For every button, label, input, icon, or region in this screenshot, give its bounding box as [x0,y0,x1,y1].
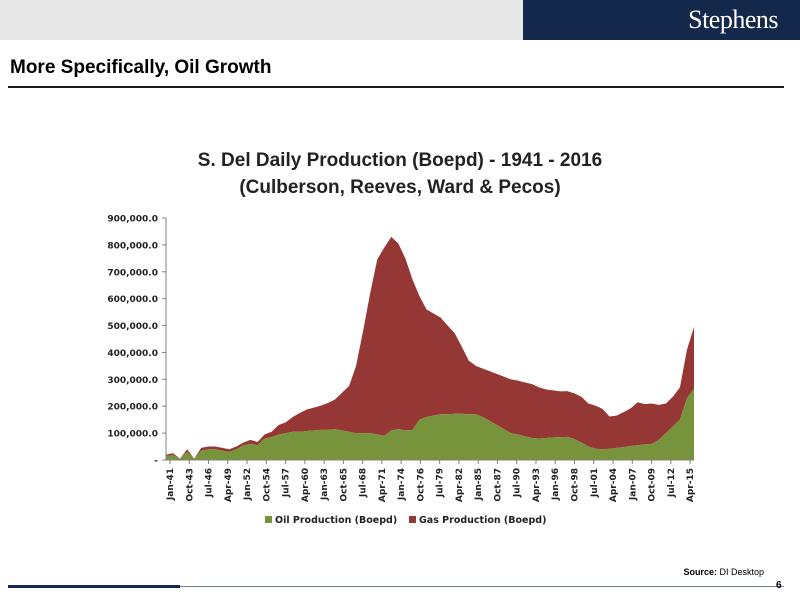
x-tick-label: Apr-04 [609,468,619,502]
x-tick-label: Oct-54 [262,468,272,502]
x-tick-label: Jan-96 [551,468,561,501]
x-tick-label: Jul-68 [359,468,369,498]
x-tick-label: Oct-09 [648,468,658,502]
x-tick-label: Jul-57 [282,468,292,498]
x-tick-label: Jan-74 [397,468,407,501]
x-tick-label: Oct-65 [339,468,349,502]
y-tick-label: 300,000.0 [107,376,158,386]
y-tick-label: 700,000.0 [107,268,158,278]
source-label: Source: [683,567,717,577]
x-tick-label: Jan-41 [166,468,176,501]
y-tick-label: 500,000.0 [107,322,158,332]
gas-production-area [166,236,694,459]
x-tick-label: Jul-79 [436,468,446,498]
stephens-logo: Stephens [523,0,800,40]
x-tick-label: Oct-76 [416,468,426,502]
y-tick-label: 400,000.0 [107,349,158,359]
x-tick-label: Jan-52 [243,468,253,501]
y-tick-label: 200,000.0 [107,403,158,413]
y-tick-label: 600,000.0 [107,295,158,305]
y-tick-label: 100,000.0 [107,430,158,440]
x-tick-label: Apr-71 [378,468,388,502]
oil-production-area [166,388,694,460]
x-tick-label: Jul-12 [667,468,677,498]
x-tick-label: Apr-82 [455,468,465,502]
legend-oil-swatch [265,516,272,523]
x-tick-label: Oct-87 [493,468,503,502]
page-title: More Specifically, Oil Growth [10,57,272,78]
x-tick-label: Apr-93 [532,468,542,502]
chart-subtitle: (Culberson, Reeves, Ward & Pecos) [239,177,561,198]
chart-title: S. Del Daily Production (Boepd) - 1941 -… [197,150,603,171]
footer-rule [180,586,784,587]
source-note: Source: DI Desktop [683,567,764,577]
x-tick-label: Oct-43 [185,468,195,502]
x-tick-label: Oct-98 [571,468,581,502]
legend-oil-label: Oil Production (Boepd) [275,515,397,526]
legend-gas-swatch [409,516,416,523]
x-tick-label: Jul-01 [590,468,600,498]
page-number: 6 [776,580,782,591]
x-tick-label: Jul-46 [205,468,215,498]
x-tick-label: Apr-49 [224,468,234,502]
header-bar [0,0,523,40]
y-tick-label: 800,000.0 [107,241,158,251]
x-tick-label: Jan-63 [320,468,330,501]
y-tick-label: - [154,457,158,467]
x-tick-label: Apr-60 [301,468,311,502]
legend-gas-label: Gas Production (Boepd) [419,515,546,526]
footer-rule-accent [8,585,180,588]
logo-text: Stephens [688,5,778,34]
y-tick-label: 900,000.0 [107,215,158,225]
source-text: DI Desktop [719,567,764,577]
title-divider [8,86,784,88]
x-tick-label: Apr-15 [686,468,696,502]
x-tick-label: Jan-85 [474,468,484,501]
x-tick-label: Jan-07 [628,468,638,501]
x-tick-label: Jul-90 [513,468,523,498]
